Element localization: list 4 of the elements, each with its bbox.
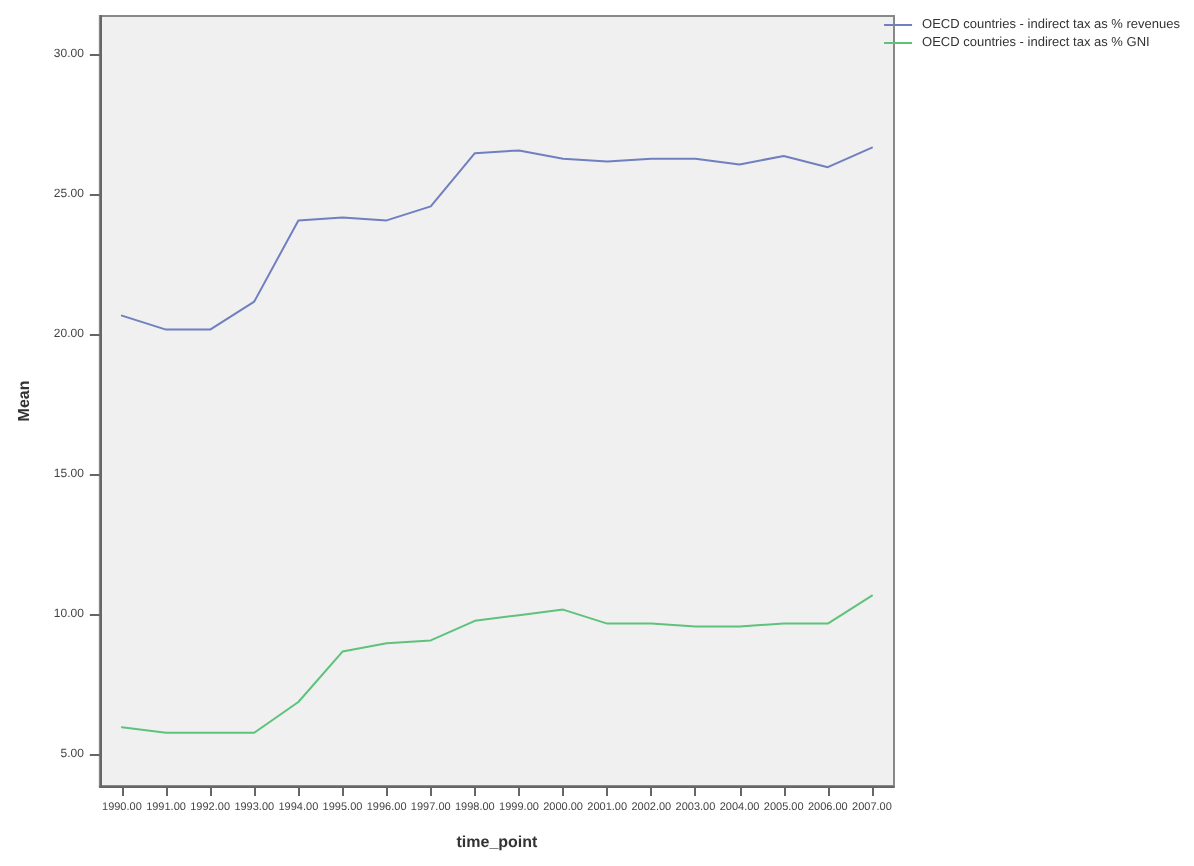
line-series [120,594,873,734]
x-axis-title: time_point [456,833,539,851]
line-series [120,146,873,331]
y-axis-title: Mean [15,380,33,422]
